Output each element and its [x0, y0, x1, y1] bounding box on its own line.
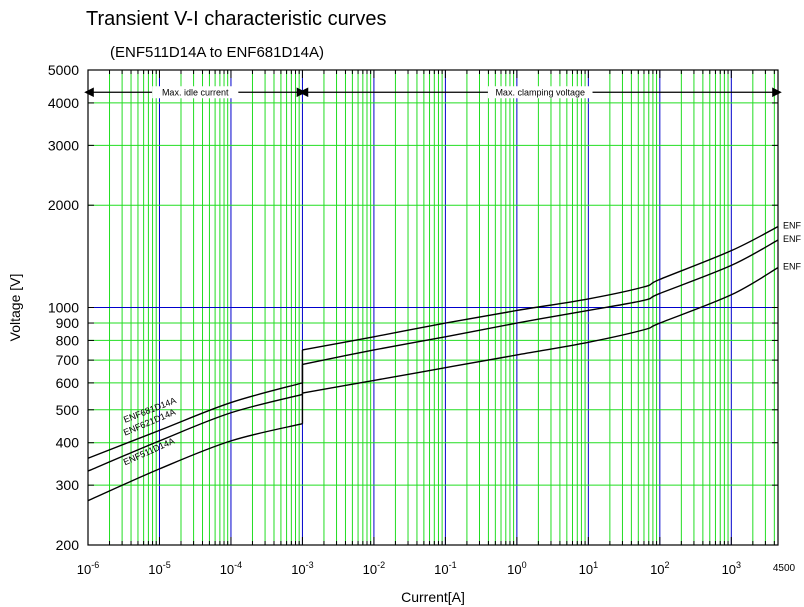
series-enf511d14a: ENF511D14A ENF: [87, 262, 802, 502]
region-label-bg: [487, 86, 593, 99]
y-tick-label: 2000: [48, 197, 79, 213]
axes: 10-6 10-5 10-4 10-3 10-2 10-1 100 101 102 103 4500…: [48, 62, 796, 577]
series-label: ENF511D14A: [122, 436, 176, 467]
x-tick-label-base: 10: [579, 562, 593, 577]
y-tick-label: 1000: [48, 300, 79, 316]
y-tick-label: 3000: [48, 137, 79, 153]
y-tick-label: 800: [56, 332, 80, 348]
region-label-bg: [152, 86, 239, 99]
y-tick-label: 300: [56, 477, 80, 493]
y-tick-label: 400: [56, 435, 80, 451]
y-tick-label: 200: [56, 537, 80, 553]
series-line: [87, 393, 303, 472]
x-tick-label-exponent: -6: [91, 560, 99, 570]
x-tick-label-exponent: 3: [736, 560, 741, 570]
grid: [88, 70, 778, 545]
series-label-right: ENF: [783, 234, 802, 244]
series-line: [302, 225, 779, 351]
y-tick-label: 4000: [48, 95, 79, 111]
x-tick-label: 101: [579, 560, 598, 577]
x-tick-label-base: 10: [77, 562, 91, 577]
y-tick-label: 500: [56, 402, 80, 418]
x-tick-label: 10-3: [291, 560, 313, 577]
region-label: Max. clamping voltage: [495, 87, 585, 97]
x-tick-label: 10-5: [148, 560, 170, 577]
series-label-right: ENF: [783, 262, 802, 272]
x-tick-label: 10-4: [220, 560, 242, 577]
series-line: [87, 382, 303, 459]
series-line: [302, 239, 779, 366]
chart-subtitle: (ENF511D14A to ENF681D14A): [110, 44, 324, 61]
x-tick-label-base: 10: [507, 562, 521, 577]
x-tick-label-exponent: -1: [449, 560, 457, 570]
x-tick-label: 10-2: [363, 560, 385, 577]
x-tick-label: 10-1: [434, 560, 456, 577]
x-tick-label-exponent: 0: [522, 560, 527, 570]
x-tick-label-exponent: -3: [306, 560, 314, 570]
x-tick-label-exponent: 2: [665, 560, 670, 570]
x-tick-label: 10-6: [77, 560, 99, 577]
x-tick-label-base: 10: [722, 562, 736, 577]
x-tick-label-exponent: -2: [377, 560, 385, 570]
series-line: [302, 267, 779, 394]
y-axis-label: Voltage [V]: [7, 274, 23, 342]
x-tick-label-base: 10: [363, 562, 377, 577]
x-tick-label-base: 10: [434, 562, 448, 577]
series-label-right: ENF: [783, 221, 802, 231]
y-tick-label: 700: [56, 352, 80, 368]
series-line: [87, 423, 303, 502]
region-annotations: Max. idle current Max. clamping voltage: [84, 86, 782, 99]
x-tick-label-base: 10: [291, 562, 305, 577]
y-tick-label: 900: [56, 315, 80, 331]
x-axis-label: Current[A]: [401, 589, 465, 605]
x-tick-label-base: 10: [148, 562, 162, 577]
x-tick-label-exponent: -4: [234, 560, 242, 570]
x-end-label: 4500: [773, 563, 796, 574]
x-tick-label-base: 10: [650, 562, 664, 577]
chart-title: Transient V-I characteristic curves: [86, 8, 387, 30]
x-tick-label-exponent: 1: [593, 560, 598, 570]
x-tick-label-base: 10: [220, 562, 234, 577]
x-tick-label: 100: [507, 560, 526, 577]
region-label: Max. idle current: [162, 87, 229, 97]
x-tick-label-exponent: -5: [163, 560, 171, 570]
x-tick-label: 102: [650, 560, 669, 577]
y-tick-label: 600: [56, 375, 80, 391]
y-tick-label: 5000: [48, 62, 79, 78]
x-tick-label: 103: [722, 560, 741, 577]
